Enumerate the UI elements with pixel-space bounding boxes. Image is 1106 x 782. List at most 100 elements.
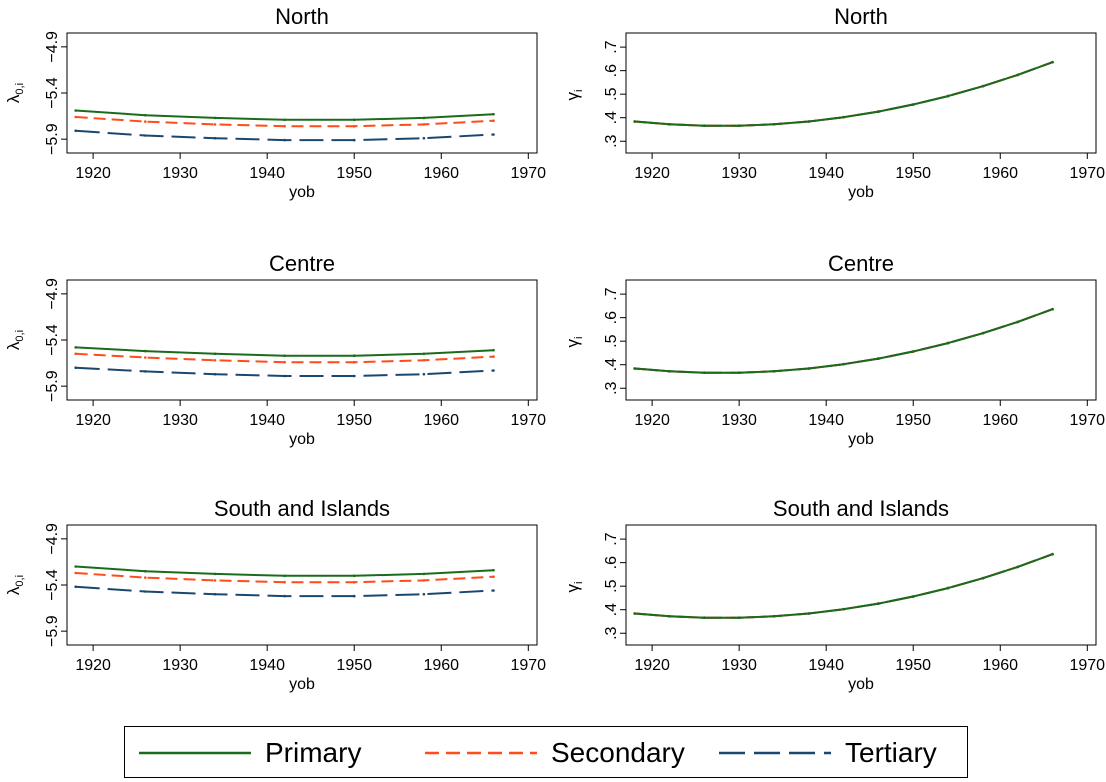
series-line-primary (75, 109, 494, 121)
data-point-primary (981, 331, 985, 335)
legend-swatch-secondary (425, 751, 537, 755)
data-point-primary (352, 118, 356, 122)
data-point-primary (633, 120, 636, 123)
legend-swatch-primary (139, 751, 251, 755)
y-axis-label-symbol: γ (563, 91, 582, 100)
data-point-secondary (492, 355, 495, 358)
x-tick-label: 1930 (162, 657, 198, 674)
y-axis-label: γi (563, 582, 585, 593)
data-point-primary (877, 110, 880, 113)
data-point-tertiary (352, 594, 356, 598)
data-point-primary (1016, 73, 1019, 77)
data-point-secondary (213, 579, 217, 582)
x-axis-label: yob (848, 184, 874, 201)
data-point-primary (807, 612, 811, 615)
x-tick-label: 1920 (634, 657, 670, 674)
x-tick-label: 1950 (895, 165, 931, 182)
data-point-secondary (74, 115, 77, 119)
data-point-primary (213, 352, 217, 356)
y-tick-label: .3 (603, 381, 620, 394)
x-axis-label: yob (289, 431, 315, 448)
x-tick-label: 1950 (895, 412, 931, 429)
y-tick-label: .4 (603, 111, 620, 124)
y-axis-label-subscript: i (573, 90, 585, 92)
y-tick-label: −5.9 (44, 123, 61, 155)
y-axis-label: λ0,i (4, 575, 26, 595)
y-tick-label: .3 (603, 626, 620, 639)
x-tick-label: 1950 (336, 165, 372, 182)
x-tick-label: 1940 (249, 412, 285, 429)
data-point-primary (946, 586, 950, 590)
data-point-primary (1051, 60, 1054, 64)
legend-swatch-tertiary (719, 751, 831, 755)
y-tick-label: .6 (603, 64, 620, 77)
data-point-secondary (74, 352, 77, 356)
panel-title: South and Islands (214, 496, 390, 521)
data-point-secondary (144, 576, 147, 579)
data-point-primary (633, 367, 636, 370)
panel-title: Centre (828, 251, 894, 276)
data-point-primary (772, 615, 776, 618)
data-point-primary (283, 118, 286, 122)
data-point-primary (668, 615, 671, 618)
data-point-primary (911, 103, 915, 106)
data-point-primary (946, 94, 950, 98)
data-point-primary (703, 616, 706, 619)
data-point-tertiary (213, 592, 217, 596)
data-point-primary (877, 602, 880, 605)
legend-item-primary: Primary (139, 727, 361, 779)
data-point-primary (422, 572, 426, 576)
plot-frame (625, 32, 1097, 154)
x-tick-label: 1930 (162, 165, 198, 182)
x-tick-label: 1960 (423, 165, 459, 182)
x-axis-label: yob (848, 431, 874, 448)
data-point-tertiary (213, 372, 217, 376)
series-line-tertiary (75, 129, 494, 142)
data-point-secondary (352, 124, 356, 128)
data-point-primary (946, 341, 950, 345)
series-line-primary (75, 565, 494, 577)
y-tick-label: −5.9 (44, 615, 61, 647)
x-tick-label: 1970 (1069, 657, 1105, 674)
data-point-secondary (422, 579, 426, 582)
data-point-secondary (422, 359, 426, 362)
data-point-primary (492, 112, 495, 116)
y-axis-label: λ0,i (4, 330, 26, 350)
y-axis-label: γi (563, 90, 585, 101)
x-tick-label: 1950 (336, 657, 372, 674)
y-axis-label: γi (563, 337, 585, 348)
data-point-tertiary (74, 585, 77, 589)
data-point-primary (213, 572, 217, 576)
panel-title: Centre (269, 251, 335, 276)
data-point-primary (1051, 307, 1054, 311)
data-point-primary (807, 367, 811, 370)
data-point-tertiary (422, 136, 426, 140)
data-point-secondary (352, 580, 356, 584)
data-point-primary (737, 616, 741, 619)
data-point-secondary (283, 580, 286, 584)
data-point-tertiary (74, 129, 77, 133)
y-tick-label: .6 (603, 311, 620, 324)
x-tick-label: 1920 (634, 165, 670, 182)
data-point-secondary (213, 123, 217, 126)
data-point-tertiary (352, 138, 356, 142)
x-tick-label: 1960 (423, 412, 459, 429)
data-point-tertiary (144, 590, 147, 593)
data-point-primary (772, 123, 776, 126)
data-point-primary (492, 348, 495, 352)
panel-title: North (834, 4, 888, 29)
y-tick-label: −4.9 (44, 31, 61, 63)
data-point-secondary (144, 120, 147, 123)
data-point-tertiary (492, 133, 495, 136)
data-point-primary (1051, 552, 1054, 556)
panel-north-gamma: North 1920 1930 1940 1950 1960 1970 yob .3 .4 .5 .6… (563, 4, 1105, 201)
y-axis-label-subscript: 0,i (14, 330, 26, 342)
data-point-primary (144, 349, 147, 353)
x-tick-label: 1930 (721, 657, 757, 674)
y-axis-label-subscript: i (573, 582, 585, 584)
data-point-primary (74, 565, 77, 568)
data-point-tertiary (144, 134, 147, 137)
data-point-primary (737, 371, 741, 375)
x-tick-label: 1920 (75, 165, 111, 182)
y-tick-label: −5.4 (44, 77, 61, 109)
